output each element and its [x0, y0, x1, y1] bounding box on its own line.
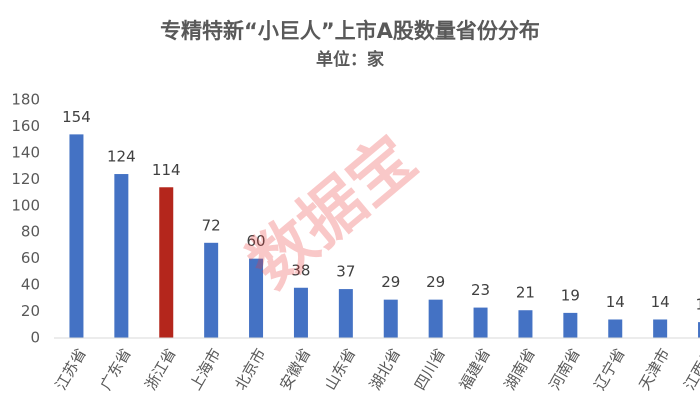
x-tick-label: 天津市 [635, 345, 673, 393]
chart-subtitle: 单位：家 [316, 49, 384, 70]
x-tick-label: 上海市 [186, 345, 224, 393]
x-tick-label: 广东省 [97, 345, 135, 393]
data-label: 154 [62, 108, 91, 126]
y-tick-label: 20 [21, 302, 40, 320]
y-tick-label: 40 [21, 276, 40, 294]
y-tick-label: 80 [21, 223, 40, 241]
bar [428, 299, 443, 338]
x-tick-label: 安徽省 [276, 345, 314, 393]
bar [159, 187, 174, 338]
bar [563, 312, 578, 338]
y-tick-label: 0 [30, 329, 40, 347]
data-label: 14 [651, 293, 670, 311]
x-tick-label: 山东省 [321, 345, 359, 393]
x-tick-label: 福建省 [456, 345, 494, 393]
y-tick-label: 160 [11, 117, 40, 135]
data-label: 60 [247, 232, 266, 250]
y-tick-label: 180 [11, 91, 40, 109]
data-label: 38 [291, 261, 310, 279]
bar [69, 134, 84, 338]
data-label: 19 [561, 286, 580, 304]
bar [204, 242, 219, 338]
data-label: 12 [696, 296, 700, 314]
x-tick-label: 四川省 [411, 345, 449, 393]
x-tick-label: 江西省 [680, 345, 700, 393]
x-tick-label: 江苏省 [52, 345, 90, 393]
data-label: 124 [107, 148, 136, 166]
bar [383, 299, 398, 338]
y-tick-label: 140 [11, 143, 40, 161]
x-tick-label: 北京市 [231, 345, 269, 393]
x-tick-label: 辽宁省 [591, 345, 629, 393]
x-tick-label: 湖北省 [366, 345, 404, 393]
chart-title: 专精特新“小巨人”上市A股数量省份分布 [160, 19, 540, 43]
bar [114, 174, 129, 338]
data-label: 37 [336, 263, 355, 281]
data-label: 29 [381, 273, 400, 291]
data-label: 14 [606, 293, 625, 311]
bar [249, 258, 264, 338]
watermark: 数据宝 [235, 122, 430, 302]
y-tick-label: 60 [21, 249, 40, 267]
x-tick-label: 河南省 [546, 345, 584, 393]
y-tick-label: 120 [11, 170, 40, 188]
y-tick-label: 100 [11, 196, 40, 214]
bar [338, 289, 353, 338]
bar [698, 322, 700, 338]
bar [518, 310, 533, 338]
bar [473, 307, 488, 338]
x-tick-label: 浙江省 [142, 345, 180, 393]
data-label: 21 [516, 284, 535, 302]
bar [608, 319, 623, 338]
data-label: 114 [152, 161, 181, 179]
data-label: 29 [426, 273, 445, 291]
bar [293, 287, 308, 338]
x-tick-label: 湖南省 [501, 345, 539, 393]
bar [653, 319, 668, 338]
data-label: 23 [471, 281, 490, 299]
data-label: 72 [202, 216, 221, 234]
